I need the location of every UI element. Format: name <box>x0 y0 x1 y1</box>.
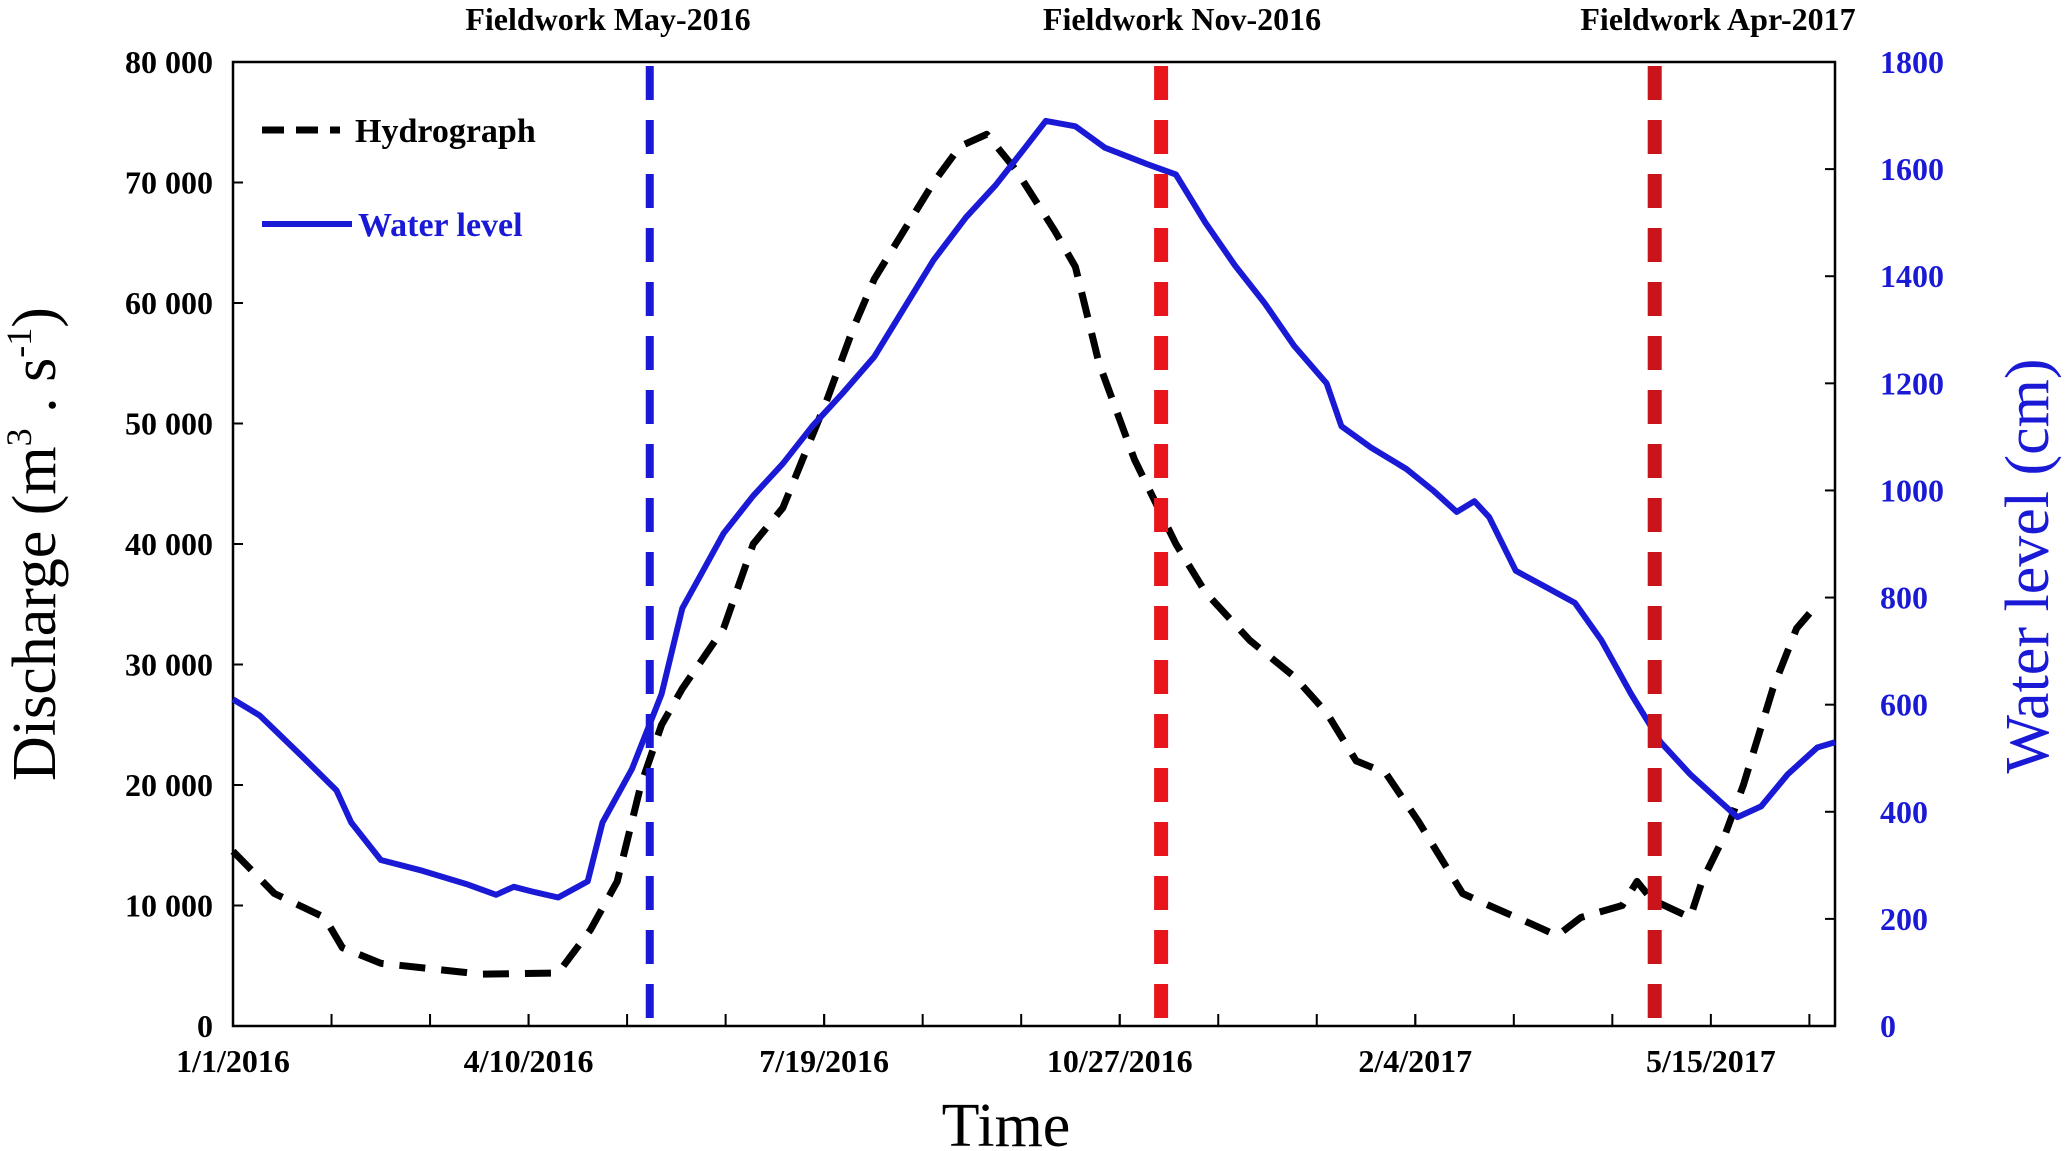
plot-frame <box>231 60 1837 1028</box>
event-label-apr-2017: Fieldwork Apr-2017 <box>1580 1 1855 37</box>
plot-layer <box>232 61 1835 1027</box>
event-label-nov-2016: Fieldwork Nov-2016 <box>1043 1 1321 37</box>
y-right-tick-label: 1000 <box>1880 472 1944 508</box>
y-right-tick-label: 600 <box>1880 687 1928 723</box>
y-left-title-sup1: 3 <box>0 428 39 446</box>
y-right-tick-label: 0 <box>1880 1008 1896 1044</box>
y-left-tick-label: 80 000 <box>125 44 213 80</box>
y-right-tick-label: 1200 <box>1880 365 1944 401</box>
y-left-title-sup2: -1 <box>0 328 39 358</box>
series-line-hydrograph <box>230 130 1820 978</box>
x-tick-label: 2/4/2017 <box>1358 1043 1472 1079</box>
y-left-title-mid: . s <box>1 358 69 429</box>
x-axis-title: Time <box>942 1092 1071 1151</box>
y-left-tick-label: 40 000 <box>125 526 213 562</box>
y-left-tick-label: 20 000 <box>125 767 213 803</box>
y-left-title-end: ) <box>1 307 69 328</box>
y-left-tick-label: 30 000 <box>125 647 213 683</box>
legend-label-water-level: Water level <box>358 207 523 244</box>
y-right-tick-label: 400 <box>1880 794 1928 830</box>
y-right-tick-label: 1800 <box>1880 44 1944 80</box>
y-left-tick-label: 60 000 <box>125 285 213 321</box>
x-tick-label: 4/10/2016 <box>464 1043 594 1079</box>
x-tick-label: 1/1/2016 <box>176 1043 290 1079</box>
legend-label-hydrograph: Hydrograph <box>355 113 536 150</box>
series-line-water-level <box>231 117 1836 901</box>
y-right-tick-label: 1400 <box>1880 258 1944 294</box>
x-tick-label: 7/19/2016 <box>759 1043 889 1079</box>
y-axis-right-title: Water level (cm) <box>1994 359 2062 774</box>
y-left-tick-label: 50 000 <box>125 406 213 442</box>
x-tick-label: 10/27/2016 <box>1047 1043 1193 1079</box>
y-right-tick-label: 800 <box>1880 580 1928 616</box>
x-tick-label: 5/15/2017 <box>1646 1043 1776 1079</box>
y-left-tick-label: 0 <box>197 1008 213 1044</box>
y-right-tick-label: 200 <box>1880 901 1928 937</box>
y-right-tick-label: 1600 <box>1880 151 1944 187</box>
y-axis-left-title: Discharge (m3 . s-1) <box>0 307 69 781</box>
y-left-tick-label: 10 000 <box>125 888 213 924</box>
y-left-tick-label: 70 000 <box>125 165 213 201</box>
y-left-title-main: Discharge (m <box>1 446 69 781</box>
event-label-may-2016: Fieldwork May-2016 <box>465 1 750 37</box>
